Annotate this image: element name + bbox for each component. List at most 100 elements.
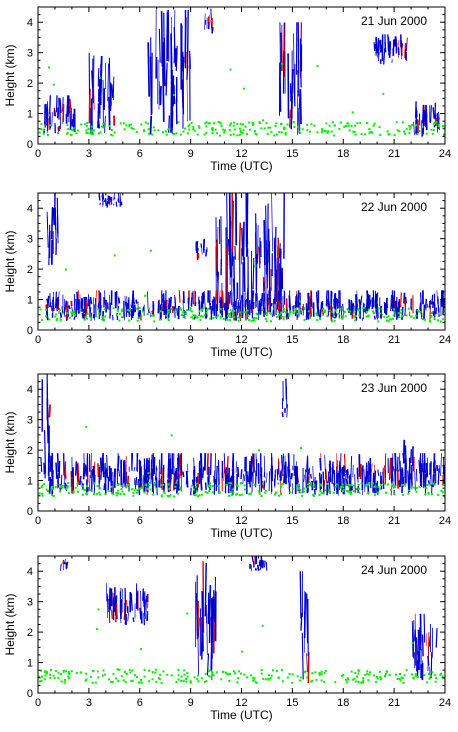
boundary-point: [239, 311, 242, 314]
cloud-feature: [373, 34, 408, 65]
cloud-echo-mark: [109, 91, 112, 111]
boundary-point: [280, 669, 283, 671]
boundary-point: [399, 679, 402, 682]
boundary-point: [363, 307, 366, 310]
boundary-point: [337, 312, 340, 315]
cloud-echo-mark: [67, 306, 69, 317]
boundary-point: [303, 308, 306, 311]
cloud-echo-mark: [91, 468, 93, 493]
boundary-point: [412, 676, 415, 679]
cloud-echo-mark: [228, 248, 231, 270]
boundary-point: [350, 670, 353, 673]
boundary-point: [67, 128, 70, 130]
cloud-echo-mark: [259, 298, 262, 315]
boundary-point: [179, 486, 181, 489]
cloud-echo-mark: [251, 290, 255, 306]
boundary-point: [91, 681, 94, 684]
boundary-point: [140, 678, 143, 681]
y-tick-label: 2: [27, 445, 33, 457]
cloud-echo-mark: [101, 192, 105, 200]
boundary-point: [368, 131, 371, 134]
cloud-echo-mark: [361, 317, 364, 321]
boundary-point: [349, 492, 352, 495]
cloud-echo-mark: [306, 593, 309, 644]
boundary-point: [334, 309, 337, 312]
cloud-echo-mark: [418, 459, 421, 474]
boundary-point: [233, 128, 236, 131]
boundary-point: [348, 483, 351, 486]
cloud-echo-mark: [255, 555, 258, 564]
boundary-point: [430, 492, 433, 495]
boundary-point: [63, 681, 66, 684]
x-tick-label: 0: [35, 697, 41, 709]
cloud-echo-mark: [112, 597, 115, 613]
boundary-point: [86, 122, 89, 124]
boundary-point: [295, 484, 298, 487]
strong-echo-mark: [308, 296, 312, 315]
strong-echo-mark: [93, 78, 95, 110]
cloud-echo-mark: [46, 107, 48, 126]
boundary-point: [399, 672, 401, 675]
cloud-echo-mark: [372, 296, 375, 307]
x-tick-label: 21: [388, 334, 400, 346]
boundary-point: [129, 123, 132, 126]
boundary-point: [75, 672, 78, 674]
cloud-echo-mark: [263, 560, 266, 568]
boundary-point: [441, 125, 444, 128]
y-tick-label: 3: [27, 597, 33, 609]
boundary-point: [160, 495, 163, 498]
boundary-point: [408, 125, 411, 128]
boundary-point: [432, 129, 435, 132]
boundary-point: [260, 669, 263, 671]
strong-echo-mark: [97, 463, 100, 478]
boundary-point: [367, 679, 370, 682]
strong-echo-mark: [307, 652, 310, 684]
boundary-point: [155, 680, 158, 683]
cloud-echo-mark: [251, 304, 254, 319]
boundary-point: [140, 123, 143, 126]
x-tick-label: 0: [35, 148, 41, 160]
cloud-echo-mark: [104, 115, 106, 133]
boundary-point: [39, 680, 41, 683]
boundary-point: [184, 312, 187, 315]
boundary-point: [333, 124, 336, 127]
boundary-point: [181, 311, 184, 314]
boundary-point: [425, 132, 428, 135]
boundary-point: [371, 131, 374, 134]
strong-echo-mark: [168, 483, 172, 492]
strong-echo-mark: [93, 461, 96, 471]
boundary-point: [292, 121, 295, 124]
boundary-point: [83, 488, 86, 491]
boundary-point: [90, 316, 93, 319]
boundary-point: [331, 320, 334, 323]
boundary-point: [357, 669, 360, 672]
cloud-echo-mark: [156, 465, 158, 471]
boundary-point: [236, 492, 239, 495]
boundary-point: [50, 668, 52, 671]
boundary-point: [153, 483, 156, 486]
strong-echo-mark: [186, 51, 188, 122]
boundary-point: [65, 268, 67, 271]
boundary-point: [151, 314, 154, 317]
cloud-echo-mark: [307, 484, 310, 493]
boundary-point: [143, 130, 145, 133]
boundary-point: [311, 672, 314, 675]
cloud-echo-mark: [404, 296, 408, 304]
boundary-point: [211, 485, 214, 487]
boundary-point: [373, 674, 375, 677]
boundary-point: [430, 312, 433, 315]
cloud-echo-mark: [390, 457, 394, 482]
boundary-point: [323, 130, 326, 132]
boundary-point: [40, 123, 43, 126]
boundary-point: [177, 669, 180, 671]
boundary-point: [112, 307, 115, 310]
boundary-point: [415, 124, 418, 127]
cloud-echo-mark: [278, 243, 281, 259]
cloud-echo-mark: [391, 295, 394, 312]
x-tick-label: 3: [86, 148, 92, 160]
strong-echo-mark: [289, 109, 291, 128]
boundary-point: [240, 493, 243, 496]
boundary-point: [220, 125, 223, 127]
boundary-point: [424, 318, 426, 321]
cloud-echo-mark: [280, 283, 283, 304]
